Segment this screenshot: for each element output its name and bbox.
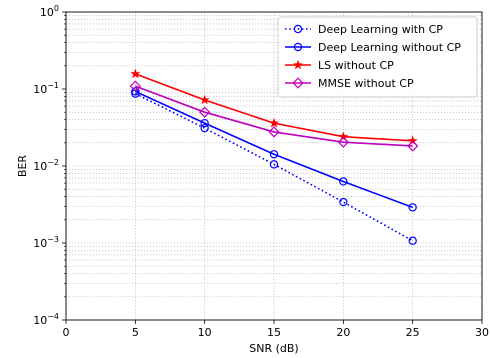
- data-point: [269, 160, 279, 169]
- x-axis-label: SNR (dB): [249, 342, 298, 355]
- data-point: [338, 131, 349, 141]
- y-tick-label: 10−4: [33, 312, 59, 327]
- series-line: [134, 92, 414, 242]
- ticks: 0 5 10 15 20 25 30 10−4 10−3 10−2 10−1 100: [33, 4, 489, 339]
- legend-label: LS without CP: [318, 59, 394, 72]
- y-tick-label: 10−2: [33, 158, 59, 173]
- data-point: [269, 150, 279, 159]
- data-point: [292, 77, 304, 89]
- legend-entry: Deep Learning without CP: [285, 41, 461, 54]
- y-axis-label: BER: [16, 155, 29, 177]
- legend-label: MMSE without CP: [318, 77, 414, 90]
- x-tick-label: 0: [63, 326, 70, 339]
- data-point: [131, 87, 140, 96]
- legend-entry: Deep Learning with CP: [285, 23, 443, 36]
- data-point: [130, 68, 141, 79]
- data-point: [407, 140, 419, 152]
- series-line: [134, 90, 413, 209]
- data-point: [199, 106, 211, 118]
- series-deep-learning-without-cp: [131, 87, 417, 212]
- x-tick-label: 10: [198, 326, 212, 339]
- data-point: [200, 123, 209, 133]
- x-tick-label: 15: [267, 326, 281, 339]
- x-tick-label: 5: [132, 326, 139, 339]
- data-point: [199, 94, 210, 105]
- data-point: [408, 203, 417, 212]
- series-line: [135, 85, 413, 147]
- data-point: [292, 59, 304, 70]
- data-point: [200, 118, 209, 128]
- data-point: [129, 80, 141, 92]
- data-point: [268, 117, 280, 128]
- x-tick-label: 30: [475, 326, 489, 339]
- legend-box: [277, 16, 478, 98]
- data-point: [339, 197, 348, 207]
- legend-entry: MMSE without CP: [285, 77, 414, 90]
- data-point: [339, 177, 348, 186]
- legend-label: Deep Learning with CP: [318, 23, 443, 36]
- series-ls-without-cp: [130, 68, 418, 146]
- data-point: [293, 24, 303, 34]
- data-point: [408, 236, 417, 245]
- legend-label: Deep Learning without CP: [318, 41, 461, 54]
- y-tick-label: 10−3: [33, 235, 59, 250]
- legend: Deep Learning with CP Deep Learning witho…: [277, 16, 478, 98]
- legend-entry: LS without CP: [285, 59, 394, 72]
- data-point: [337, 136, 349, 148]
- data-point: [293, 42, 303, 52]
- x-tick-label: 25: [406, 326, 420, 339]
- data-point: [268, 126, 280, 138]
- series-deep-learning-with-cp: [131, 89, 417, 245]
- series-group: [129, 68, 419, 245]
- y-tick-label: 100: [40, 4, 59, 19]
- y-tick-label: 10−1: [33, 81, 59, 96]
- series-mmse-without-cp: [129, 80, 419, 152]
- x-tick-label: 20: [336, 326, 350, 339]
